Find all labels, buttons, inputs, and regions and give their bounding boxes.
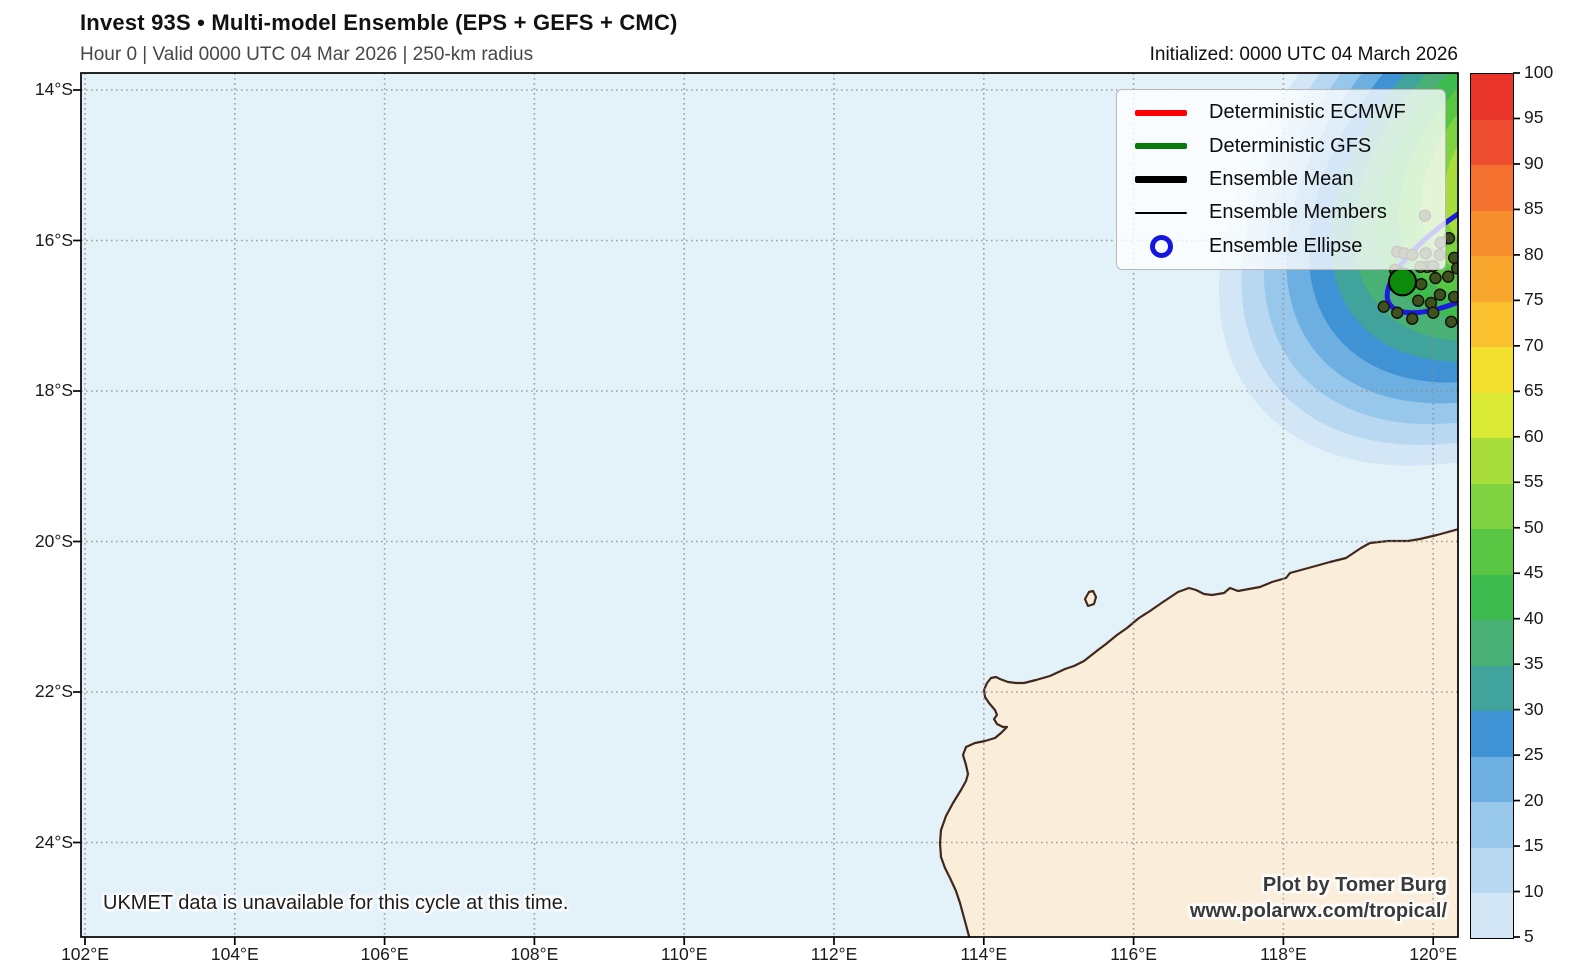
ensemble-member-dot [1429, 271, 1442, 285]
legend-item-ensemble-ellipse: Ensemble Ellipse [1133, 234, 1445, 258]
legend-item-gfs: Deterministic GFS [1133, 135, 1445, 158]
colorbar-band-20-25 [1471, 756, 1513, 803]
page-subtitle: Hour 0 | Valid 0000 UTC 04 Mar 2026 | 25… [80, 44, 534, 65]
australia-coastline [938, 528, 1458, 937]
x-axis-label: 116°E [1110, 944, 1157, 964]
colorbar-tick-label: 25 [1524, 744, 1544, 765]
colorbar-tick-label: 10 [1524, 880, 1544, 901]
legend-label: Ensemble Members [1209, 201, 1387, 224]
colorbar-tick-label: 90 [1524, 152, 1544, 173]
ecmwf-line-swatch [1135, 109, 1187, 116]
ensemble-member-dot [1377, 300, 1390, 313]
legend-item-ensemble-members: Ensemble Members [1133, 201, 1445, 224]
colorbar-band-95-100 [1471, 74, 1513, 120]
legend: Deterministic ECMWF Deterministic GFS En… [1116, 89, 1446, 270]
probability-colorbar [1470, 73, 1514, 939]
legend-label: Deterministic ECMWF [1209, 101, 1406, 124]
barrow-island [1083, 589, 1098, 608]
colorbar-band-15-20 [1471, 801, 1513, 848]
colorbar-tick-label: 65 [1524, 380, 1544, 401]
colorbar-tick-label: 75 [1524, 289, 1544, 310]
legend-item-ensemble-mean: Ensemble Mean [1133, 168, 1445, 191]
colorbar-tick-label: 95 [1524, 107, 1544, 128]
axis-tick-marks [73, 89, 1435, 945]
ukmet-unavailable-note: UKMET data is unavailable for this cycle… [103, 892, 569, 914]
y-axis-label: 18°S [34, 380, 73, 400]
colorbar-band-40-45 [1471, 574, 1513, 621]
x-axis-label: 110°E [660, 944, 708, 964]
colorbar-band-45-50 [1471, 528, 1513, 575]
colorbar-band-10-15 [1471, 847, 1513, 894]
land-area [938, 528, 1458, 937]
colorbar-band-75-80 [1471, 255, 1513, 302]
colorbar-tick-label: 30 [1524, 698, 1544, 719]
ensemble-member-dot [1415, 277, 1428, 291]
credit-author: Plot by Tomer Burg [1262, 874, 1447, 896]
colorbar-band-5-10 [1471, 892, 1513, 939]
x-axis-label: 108°E [510, 944, 559, 964]
plot-credit: Plot by Tomer Burg www.polarwx.com/tropi… [1190, 872, 1447, 924]
ensemble-member-dot [1447, 290, 1458, 304]
ensemble-member-dot [1444, 315, 1458, 328]
colorbar-band-35-40 [1471, 619, 1513, 666]
colorbar-band-90-95 [1471, 119, 1513, 166]
colorbar-band-50-55 [1471, 483, 1513, 530]
colorbar-band-55-60 [1471, 437, 1513, 484]
legend-label: Deterministic GFS [1209, 134, 1372, 157]
deterministic-gfs-dot [1387, 267, 1417, 297]
gfs-line-swatch [1135, 143, 1187, 150]
colorbar-band-65-70 [1471, 346, 1513, 393]
colorbar-band-80-85 [1471, 210, 1513, 257]
ensemble-ellipse [1384, 170, 1458, 316]
colorbar-tick-label: 60 [1524, 425, 1544, 446]
x-axis-label: 106°E [360, 944, 409, 964]
colorbar-tick-label: 40 [1524, 607, 1544, 628]
ensemble-member-dot [1441, 270, 1455, 283]
graticule-gridlines [81, 73, 1458, 937]
colorbar-band-85-90 [1471, 164, 1513, 211]
x-axis-label: 104°E [210, 944, 259, 964]
colorbar-tick-label: 50 [1524, 516, 1544, 537]
x-axis-label: 102°E [61, 944, 109, 964]
x-axis-label: 118°E [1260, 944, 1307, 964]
ensemble-member-dot [1433, 288, 1447, 301]
plot-border [80, 72, 1459, 938]
page-title: Invest 93S • Multi-model Ensemble (EPS +… [80, 10, 678, 35]
colorbar-tick-label: 55 [1524, 471, 1544, 492]
x-axis-label: 114°E [960, 944, 1008, 964]
colorbar-tick-label: 70 [1524, 334, 1544, 355]
x-axis-label: 112°E [810, 944, 858, 964]
colorbar-band-60-65 [1471, 392, 1513, 439]
ensemble-member-dot [1426, 306, 1440, 319]
colorbar-tick-label: 85 [1524, 198, 1544, 219]
colorbar-band-70-75 [1471, 301, 1513, 348]
ensemble-member-dot [1406, 312, 1419, 325]
colorbar-tick-label: 35 [1524, 653, 1544, 674]
colorbar-tick-label: 80 [1524, 243, 1544, 264]
ensemble-member-dot [1391, 306, 1404, 319]
credit-url: www.polarwx.com/tropical/ [1189, 900, 1447, 922]
ensemble-member-dot [1412, 294, 1425, 307]
legend-label: Ensemble Mean [1209, 167, 1354, 190]
colorbar-tick-label: 5 [1524, 926, 1534, 946]
ensemble-ellipse-swatch [1149, 234, 1173, 258]
y-axis-label: 24°S [34, 831, 73, 852]
colorbar-tick-label: 20 [1524, 789, 1544, 810]
x-axis-label: 120°E [1409, 944, 1458, 964]
legend-label: Ensemble Ellipse [1209, 234, 1363, 257]
colorbar-tick-label: 100 [1524, 62, 1554, 82]
ensemble-mean-line-swatch [1135, 175, 1187, 183]
legend-item-ecmwf: Deterministic ECMWF [1133, 101, 1445, 124]
y-axis-label: 22°S [34, 681, 73, 701]
y-axis-label: 20°S [34, 530, 73, 551]
colorbar-band-25-30 [1471, 710, 1513, 757]
y-axis-label: 16°S [34, 229, 73, 250]
initialized-timestamp: Initialized: 0000 UTC 04 March 2026 [1149, 44, 1458, 65]
colorbar-band-30-35 [1471, 665, 1513, 712]
colorbar-tick-label: 45 [1524, 562, 1544, 583]
ensemble-members-line-swatch [1135, 212, 1187, 214]
colorbar-tick-label: 15 [1524, 835, 1544, 856]
y-axis-label: 14°S [34, 79, 73, 99]
